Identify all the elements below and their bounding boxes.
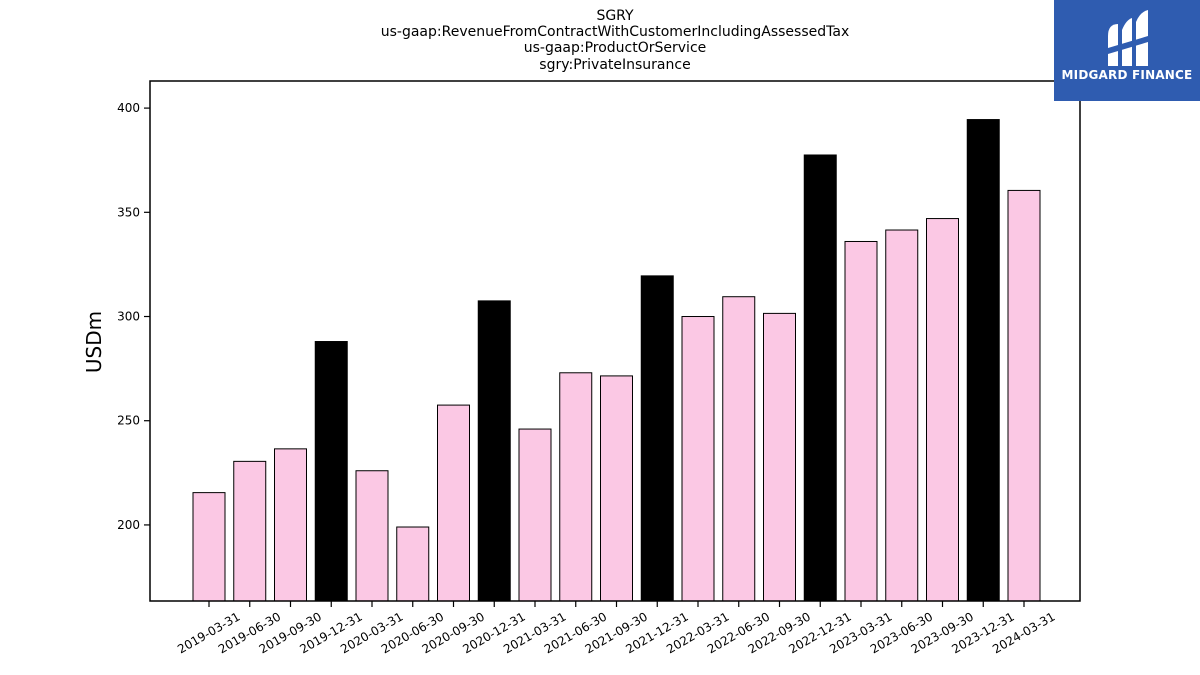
bar-2019-12-31 [314, 341, 348, 602]
y-tick-label: 250 [117, 414, 140, 428]
bar-2021-09-30 [600, 375, 633, 602]
y-tick-label: 300 [117, 310, 140, 324]
plot-frame [149, 80, 1081, 602]
bar-2024-03-31 [1007, 189, 1041, 602]
bar-2020-03-31 [355, 470, 389, 602]
bar-2020-12-31 [477, 300, 511, 602]
chart-title-line-3: us-gaap:ProductOrService [524, 40, 707, 56]
chart-title: SGRY us-gaap:RevenueFromContractWithCust… [381, 8, 850, 73]
bar-2019-03-31 [192, 492, 226, 602]
bar-2021-06-30 [559, 372, 593, 602]
y-axis: 200 250 300 350 400 [117, 101, 150, 532]
y-tick-label: 400 [117, 101, 140, 115]
bar-2019-09-30 [274, 448, 307, 602]
midgard-logo-icon [1108, 10, 1148, 66]
midgard-finance-logo: MIDGARD FINANCE [1054, 0, 1200, 101]
y-tick-label: 200 [117, 518, 140, 532]
bar-2022-12-31 [803, 154, 837, 602]
bar-2023-09-30 [926, 218, 959, 602]
y-axis-label: USDm [82, 311, 106, 373]
bar-2020-09-30 [437, 404, 470, 602]
chart-title-line-4: sgry:PrivateInsurance [539, 57, 690, 73]
bar-2020-06-30 [396, 526, 430, 602]
bar-2022-06-30 [722, 296, 756, 602]
chart-title-line-1: SGRY [596, 8, 634, 24]
chart-title-line-2: us-gaap:RevenueFromContractWithCustomerI… [381, 24, 850, 40]
bar-2019-06-30 [233, 460, 267, 602]
bar-2023-12-31 [966, 119, 1000, 602]
bars [192, 119, 1041, 602]
bar-2022-09-30 [763, 312, 796, 602]
bar-2023-06-30 [885, 229, 919, 602]
logo-text: MIDGARD FINANCE [1061, 68, 1193, 82]
x-axis: 2019-03-312019-06-302019-09-302019-12-31… [175, 601, 1058, 656]
bar-2021-12-31 [640, 275, 674, 602]
bar-2023-03-31 [844, 240, 878, 602]
y-tick-label: 350 [117, 205, 140, 219]
bar-2021-03-31 [518, 428, 552, 602]
bar-2022-03-31 [681, 316, 715, 602]
